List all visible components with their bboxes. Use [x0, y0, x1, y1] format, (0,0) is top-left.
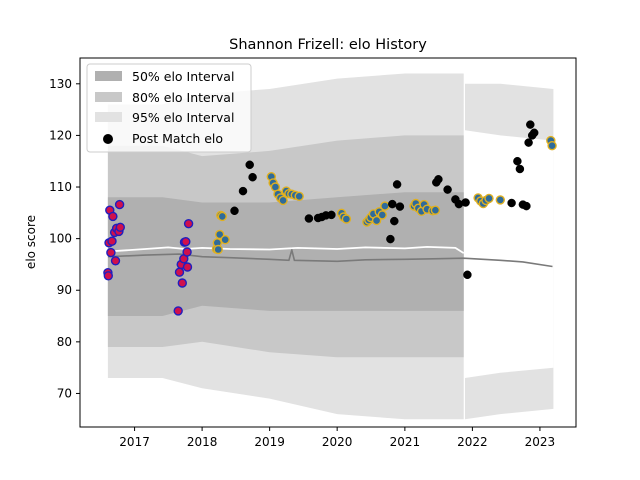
post-match-point [395, 202, 405, 211]
post-match-point [461, 198, 470, 207]
post-match-point [230, 206, 239, 216]
x-tick-label: 2019 [254, 435, 285, 449]
post-match-point [238, 186, 248, 196]
y-tick-label: 130 [49, 77, 72, 91]
post-match-point [434, 175, 443, 184]
post-match-point-early [173, 306, 183, 316]
legend-marker-post-match [103, 134, 113, 144]
post-match-point [507, 198, 516, 208]
post-match-point [443, 185, 452, 194]
post-match-point [522, 201, 531, 211]
post-match-point-mid [213, 244, 223, 255]
post-match-point-mid [547, 140, 557, 151]
post-match-point-early [110, 256, 121, 266]
legend-swatch-50 [95, 71, 122, 81]
post-match-point-mid [220, 234, 230, 245]
post-match-point-early [114, 199, 125, 210]
post-match-point-mid [294, 191, 304, 202]
legend-label-80: 80% elo Interval [132, 90, 234, 105]
post-match-point-mid [371, 215, 382, 226]
post-match-point [386, 234, 395, 244]
legend-label-post-match: Post Match elo [132, 131, 223, 146]
post-match-point [526, 120, 535, 129]
x-axis: 2017 2018 2019 2020 2021 2022 2023 [119, 427, 555, 449]
y-tick-label: 110 [49, 180, 72, 194]
post-match-point-mid [214, 229, 225, 240]
interval-bands [107, 73, 554, 420]
post-match-point [304, 214, 314, 223]
post-match-point-early [181, 236, 191, 247]
x-tick-label: 2017 [119, 435, 150, 449]
chart-title: Shannon Frizell: elo History [229, 37, 427, 53]
y-axis: 70 80 90 100 110 120 130 [49, 77, 80, 400]
x-tick-label: 2022 [457, 435, 488, 449]
x-tick-label: 2023 [525, 435, 556, 449]
post-match-point-mid [495, 195, 505, 205]
x-tick-label: 2020 [322, 435, 353, 449]
post-match-point-early [177, 278, 188, 288]
post-match-point [515, 164, 525, 174]
y-tick-label: 120 [49, 128, 72, 142]
y-tick-label: 80 [57, 335, 72, 349]
post-match-point [513, 156, 522, 166]
post-match-point-early [115, 222, 126, 233]
plot-frame [79, 57, 577, 428]
y-tick-label: 90 [57, 283, 72, 297]
post-match-point [463, 270, 472, 280]
post-match-point-early [103, 271, 114, 281]
post-match-point [390, 216, 399, 226]
post-match-point [524, 138, 533, 147]
x-tick-label: 2021 [390, 435, 421, 449]
post-match-point-mid [341, 214, 352, 224]
legend-swatch-95 [95, 112, 122, 122]
post-match-point [529, 128, 539, 138]
post-match-point-early [108, 211, 118, 222]
post-match-point [392, 180, 402, 189]
legend-label-95: 95% elo Interval [132, 110, 234, 125]
y-axis-label: elo score [24, 215, 38, 269]
post-match-point-early [182, 262, 193, 272]
post-match-point-early [183, 218, 194, 229]
band-80-forecast [465, 130, 554, 378]
median-elo-line [107, 246, 553, 268]
post-match-point-mid [217, 211, 228, 222]
post-match-point [388, 199, 397, 209]
post-match-point-mid [430, 205, 441, 215]
post-match-point [245, 160, 254, 170]
y-tick-label: 100 [49, 232, 72, 246]
post-match-point-mid [278, 195, 288, 206]
post-match-point-mid [380, 201, 390, 211]
post-match-point [327, 210, 336, 220]
post-match-points [103, 120, 557, 316]
trend-lines [107, 245, 553, 268]
post-match-point-early [106, 247, 116, 258]
post-match-point [248, 172, 257, 182]
legend-box [86, 63, 252, 153]
x-tick-label: 2018 [187, 435, 218, 449]
post-match-point-mid [484, 193, 494, 204]
post-match-point-early [107, 236, 117, 246]
post-match-point-mid [377, 210, 387, 220]
post-match-point-early [174, 267, 185, 277]
legend-label-50: 50% elo Interval [132, 69, 234, 84]
legend: 50% elo Interval 80% elo Interval 95% el… [86, 63, 252, 153]
mean-elo-line [107, 245, 465, 254]
post-match-point-early [182, 247, 192, 257]
legend-swatch-80 [95, 92, 122, 102]
y-tick-label: 70 [57, 386, 72, 400]
